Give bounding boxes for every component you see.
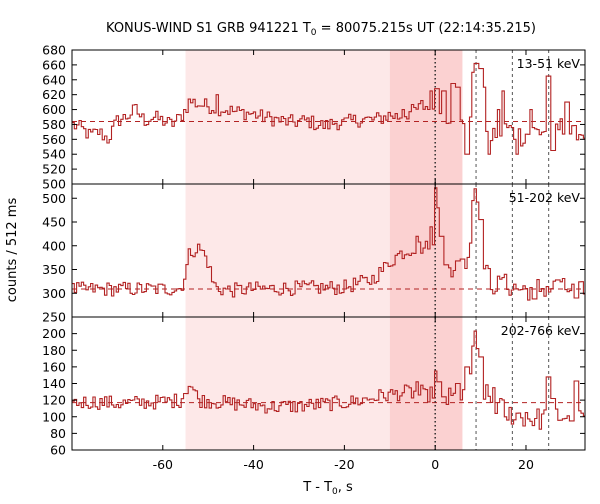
time-interval-band-2	[389, 184, 463, 317]
y-tick-label: 450	[42, 215, 66, 230]
energy-band-label: 202-766 keV	[501, 323, 581, 338]
panel-2: 250 300 350 400 450 500 51-202 keV	[42, 183, 586, 325]
y-tick-label: 680	[42, 43, 66, 58]
y-tick-label: 580	[42, 117, 66, 132]
y-tick-label: 640	[42, 72, 66, 87]
y-tick-label: 120	[42, 393, 66, 408]
x-tick-label: -60	[153, 457, 173, 472]
y-tick-label: 660	[42, 57, 66, 72]
y-tick-label: 100	[42, 409, 66, 424]
y-tick-label: 520	[42, 162, 66, 177]
x-axis-label-rest: , s	[338, 480, 353, 495]
y-tick-label: 500	[42, 177, 66, 192]
chart-title: KONUS-WIND S1 GRB 941221 T0 = 80075.215s…	[106, 21, 536, 38]
energy-band-label: 51-202 keV	[509, 190, 581, 205]
chart-title-sub: 0	[311, 28, 317, 38]
y-tick-label: 350	[42, 262, 66, 277]
y-tick-label: 200	[42, 326, 66, 341]
x-axis-label: T - T0, s	[302, 480, 353, 497]
time-interval-band-2	[389, 50, 463, 184]
time-interval-band-1	[185, 317, 390, 450]
x-axis-label-main: T - T	[302, 480, 332, 495]
x-tick-label: 20	[518, 457, 534, 472]
y-tick-label: 80	[50, 426, 66, 441]
y-tick-label: 180	[42, 343, 66, 358]
y-tick-label: 140	[42, 376, 66, 391]
chart-title-main: KONUS-WIND S1 GRB 941221 T	[106, 21, 311, 36]
y-tick-label: 560	[42, 132, 66, 147]
y-tick-label: 600	[42, 102, 66, 117]
y-tick-label: 500	[42, 191, 66, 206]
x-tick-label: -20	[334, 457, 354, 472]
time-interval-band-2	[389, 317, 463, 450]
x-axis-label-sub: 0	[332, 487, 338, 497]
light-curve-2	[72, 187, 585, 301]
x-tick-label: 0	[431, 457, 439, 472]
time-interval-band-1	[185, 50, 390, 184]
y-tick-label: 620	[42, 87, 66, 102]
chart-title-rest: = 80075.215s UT (22:14:35.215)	[317, 21, 536, 36]
y-tick-label: 300	[42, 286, 66, 301]
light-curve-1	[72, 62, 585, 155]
y-tick-label: 250	[42, 310, 66, 325]
y-tick-label: 540	[42, 147, 66, 162]
light-curve-3	[72, 330, 585, 430]
energy-band-label: 13-51 keV	[517, 56, 581, 71]
x-tick-label: -40	[243, 457, 263, 472]
y-tick-label: 400	[42, 238, 66, 253]
y-axis-label: counts / 512 ms	[5, 198, 20, 303]
y-tick-label: 60	[50, 443, 66, 458]
y-tick-label: 160	[42, 359, 66, 374]
time-interval-band-1	[185, 184, 390, 317]
